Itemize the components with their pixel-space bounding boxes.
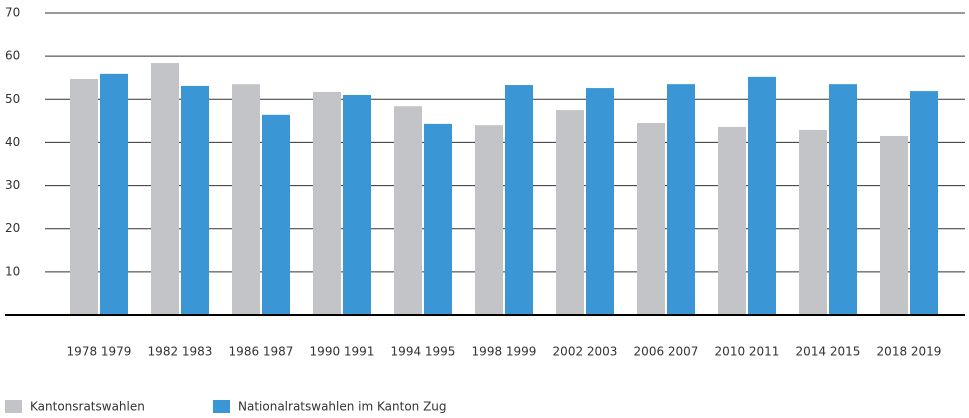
y-tick-label: 50 bbox=[5, 92, 20, 106]
x-tick-label: 2014 2015 bbox=[796, 345, 861, 359]
y-tick-label: 10 bbox=[5, 264, 20, 278]
bar bbox=[505, 85, 533, 315]
legend-label: Nationalratswahlen im Kanton Zug bbox=[238, 400, 447, 414]
y-tick-label: 30 bbox=[5, 178, 20, 192]
bar bbox=[232, 84, 260, 315]
bar bbox=[151, 63, 179, 315]
y-tick-label: 20 bbox=[5, 221, 20, 235]
y-tick-label: 70 bbox=[5, 6, 20, 20]
legend-label: Kantonsratswahlen bbox=[30, 400, 145, 414]
bar bbox=[394, 106, 422, 315]
legend-swatch bbox=[5, 400, 22, 413]
bar bbox=[556, 110, 584, 315]
bar bbox=[262, 114, 290, 316]
bar bbox=[343, 94, 371, 315]
bar bbox=[313, 91, 341, 315]
bar bbox=[910, 91, 938, 316]
bar bbox=[70, 79, 98, 315]
bar bbox=[637, 123, 665, 315]
x-tick-label: 2018 2019 bbox=[877, 345, 942, 359]
bar bbox=[181, 85, 209, 315]
x-tick-label: 2006 2007 bbox=[634, 345, 699, 359]
x-tick-label: 1982 1983 bbox=[148, 345, 213, 359]
x-tick-label: 1978 1979 bbox=[67, 345, 132, 359]
x-tick-label: 1994 1995 bbox=[391, 345, 456, 359]
x-tick-label: 2010 2011 bbox=[715, 345, 780, 359]
bar bbox=[100, 73, 128, 316]
bar bbox=[718, 126, 746, 315]
bar bbox=[880, 135, 908, 315]
y-tick-label: 60 bbox=[5, 49, 20, 63]
bar bbox=[667, 84, 695, 315]
bar bbox=[424, 123, 452, 316]
bar bbox=[799, 129, 827, 315]
bar bbox=[475, 125, 503, 316]
x-tick-label: 2002 2003 bbox=[553, 345, 618, 359]
bar bbox=[586, 88, 614, 315]
legend-swatch bbox=[213, 400, 230, 413]
bar bbox=[829, 84, 857, 315]
x-tick-label: 1998 1999 bbox=[472, 345, 537, 359]
bar bbox=[748, 76, 776, 315]
x-tick-label: 1986 1987 bbox=[229, 345, 294, 359]
y-tick-label: 40 bbox=[5, 135, 20, 149]
x-tick-label: 1990 1991 bbox=[310, 345, 375, 359]
